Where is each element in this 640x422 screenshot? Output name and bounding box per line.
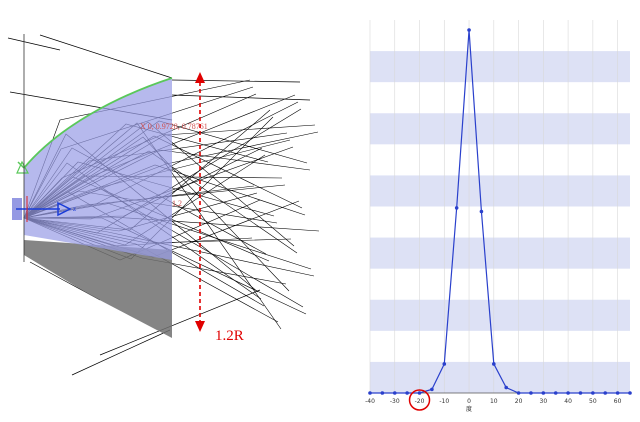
data-point [479, 209, 484, 214]
ray-line [7, 37, 61, 51]
x-tick-label: 50 [589, 398, 597, 405]
dimension-arrow-down-icon [195, 321, 205, 332]
data-point [392, 391, 397, 395]
data-point [467, 28, 471, 32]
center-value-label: 1.2 [172, 199, 182, 208]
x-tick-label: 0 [467, 398, 471, 405]
dimension-arrow-up-icon [195, 72, 205, 83]
x-tick-label: 60 [614, 398, 622, 405]
chart-x-unit-label: 度 [466, 405, 472, 413]
data-point [454, 206, 459, 210]
chart-grid [369, 20, 618, 393]
data-point [368, 391, 372, 395]
data-point [492, 362, 496, 366]
data-point [529, 391, 533, 395]
chart-x-ticks: -40 -30 -20 -10 0 10 20 30 40 50 60 [365, 398, 622, 405]
background-band [370, 237, 630, 269]
z-axis-label: z [73, 205, 76, 213]
x-tick-label: -40 [365, 398, 375, 405]
data-point [578, 391, 583, 395]
background-band [370, 361, 630, 393]
ray-line [39, 34, 173, 79]
intensity-chart-panel: -40 -30 -20 -10 0 10 20 30 40 50 60 度 [340, 0, 640, 422]
ray-line [171, 94, 311, 101]
reflector-rim-marker-icon[interactable] [16, 160, 30, 174]
reflector-lower-half [24, 240, 172, 338]
data-point [628, 391, 632, 395]
background-band [370, 51, 630, 83]
background-band [370, 299, 630, 331]
highlight-circle [408, 389, 431, 411]
data-point [541, 391, 546, 395]
x-tick-label: 10 [490, 398, 498, 405]
data-point [615, 391, 620, 395]
data-point [417, 391, 422, 395]
ray-line [99, 289, 261, 356]
dimension-label: 1.2R [215, 328, 244, 344]
x-tick-label: -10 [439, 398, 449, 405]
data-point [405, 391, 409, 395]
x-tick-label: -20 [415, 398, 425, 405]
reflector-upper-half [24, 78, 172, 260]
x-tick-label: 30 [540, 398, 548, 405]
ray-line [171, 79, 301, 83]
data-point [504, 385, 508, 390]
background-band [370, 175, 630, 207]
ray-trace-canvas[interactable]: z X 0, 0.9728, 0.78761 1.2 1.2R [0, 0, 340, 422]
intensity-chart: -40 -30 -20 -10 0 10 20 30 40 50 60 度 [365, 20, 632, 413]
series-points [368, 28, 632, 395]
data-point [566, 391, 570, 395]
data-point [430, 387, 434, 392]
data-point [553, 391, 558, 395]
ray-trace-view[interactable]: z X 0, 0.9728, 0.78761 1.2 1.2R [0, 0, 340, 422]
data-point [516, 391, 521, 395]
data-point [603, 391, 608, 395]
x-tick-label: 40 [564, 398, 572, 405]
x-tick-label: 20 [515, 398, 523, 405]
reflector-profile-curve [23, 77, 173, 169]
background-band [370, 113, 630, 145]
coordinate-readout: X 0, 0.9728, 0.78761 [140, 122, 208, 131]
data-point [380, 391, 385, 395]
series-line [370, 29, 630, 394]
chart-background-bands [370, 51, 630, 393]
x-tick-label: -30 [390, 398, 400, 405]
z-axis-arrow-icon [57, 201, 72, 217]
data-point [591, 391, 595, 395]
data-point [442, 362, 447, 366]
ray-line [71, 329, 171, 376]
